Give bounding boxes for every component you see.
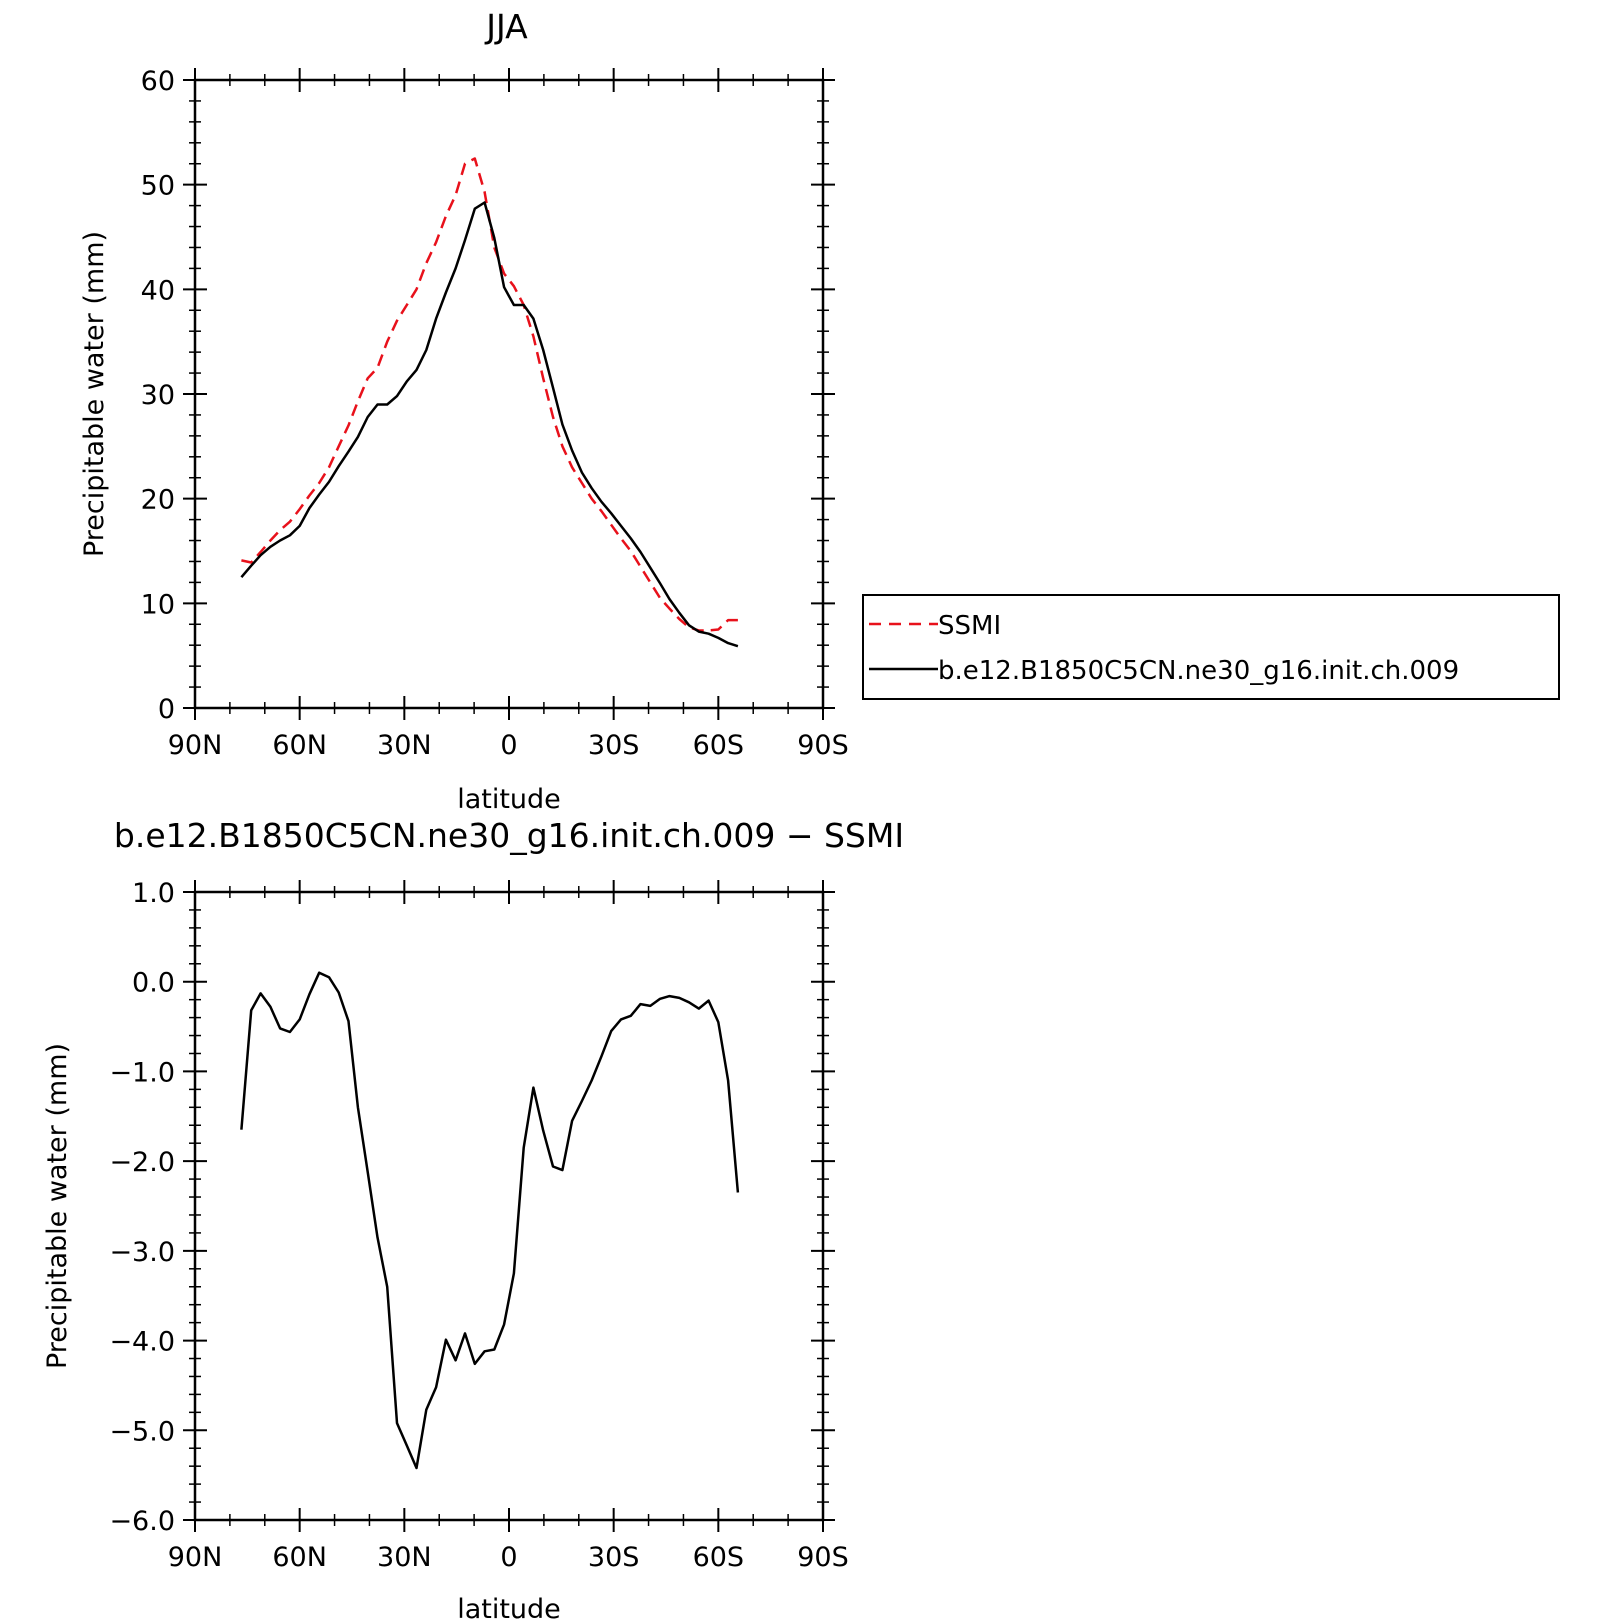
bottom-y-tick-label: 1.0 [132,878,175,909]
bottom-panel: b.e12.B1850C5CN.ne30_g16.init.ch.009 − S… [42,816,904,1624]
bottom-x-tick-label: 60N [272,1542,327,1573]
top-y-tick-label: 0 [158,694,175,725]
legend-model-label: b.e12.B1850C5CN.ne30_g16.init.ch.009 [938,656,1459,686]
bottom-y-tick-label: −6.0 [109,1506,175,1537]
top-x-tick-label: 30N [377,730,432,761]
bottom-x-tick-label: 0 [500,1542,517,1573]
top-x-tick-label: 60N [272,730,327,761]
top-x-tick-label: 0 [500,730,517,761]
top-y-tick-label: 60 [141,66,175,97]
legend-box [862,594,1560,700]
top-plot-frame [193,78,825,710]
bottom-y-tick-label: −5.0 [109,1416,175,1447]
bottom-y-tick-labels: 1.0 0.0 −1.0 −2.0 −3.0 −4.0 −5.0 −6.0 [109,878,175,1537]
bottom-axis-ticks [183,880,835,1532]
bottom-chart-title: b.e12.B1850C5CN.ne30_g16.init.ch.009 − S… [114,816,904,855]
top-axis-ticks [183,68,835,720]
bottom-y-tick-label: −3.0 [109,1237,175,1268]
bottom-x-tick-label: 30S [588,1542,640,1573]
top-x-tick-label: 30S [588,730,640,761]
top-series-line-model [240,201,739,648]
top-chart-title: JJA [484,7,528,46]
bottom-x-tick-label: 60S [693,1542,745,1573]
top-y-tick-labels: 0 10 20 30 40 50 60 [141,66,175,725]
top-y-tick-label: 20 [141,485,175,516]
top-x-tick-label: 90S [797,730,849,761]
bottom-plot-frame [193,890,825,1522]
top-x-tick-labels: 90N 60N 30N 0 30S 60S 90S [168,730,849,761]
bottom-x-tick-labels: 90N 60N 30N 0 30S 60S 90S [168,1542,849,1573]
legend-ssmi-label: SSMI [938,611,1001,641]
top-y-tick-label: 10 [141,589,175,620]
bottom-x-axis-label: latitude [457,1594,561,1619]
bottom-series-line-model [240,971,740,1470]
top-x-tick-label: 90N [168,730,223,761]
bottom-x-tick-label: 30N [377,1542,432,1573]
top-y-axis-label: Precipitable water (mm) [79,231,110,557]
top-series-line-ssmi [241,157,738,632]
top-x-tick-label: 60S [693,730,745,761]
legend: SSMI b.e12.B1850C5CN.ne30_g16.init.ch.00… [862,594,1560,700]
bottom-series-lines [240,971,740,1470]
top-x-axis-label: latitude [457,784,561,815]
bottom-x-tick-label: 90S [797,1542,849,1573]
top-y-tick-label: 50 [141,171,175,202]
bottom-y-tick-label: 0.0 [132,968,175,999]
bottom-x-tick-label: 90N [168,1542,223,1573]
top-y-tick-label: 40 [141,275,175,306]
top-y-tick-label: 30 [141,380,175,411]
bottom-y-tick-label: −4.0 [109,1327,175,1358]
top-panel: JJA 0 10 20 30 40 50 60 90N 60N 30N 0 30S 60S 90S la… [79,7,1560,815]
top-series-lines [240,157,739,648]
bottom-y-tick-label: −2.0 [109,1147,175,1178]
bottom-y-tick-label: −1.0 [109,1057,175,1088]
bottom-y-axis-label: Precipitable water (mm) [42,1043,73,1369]
